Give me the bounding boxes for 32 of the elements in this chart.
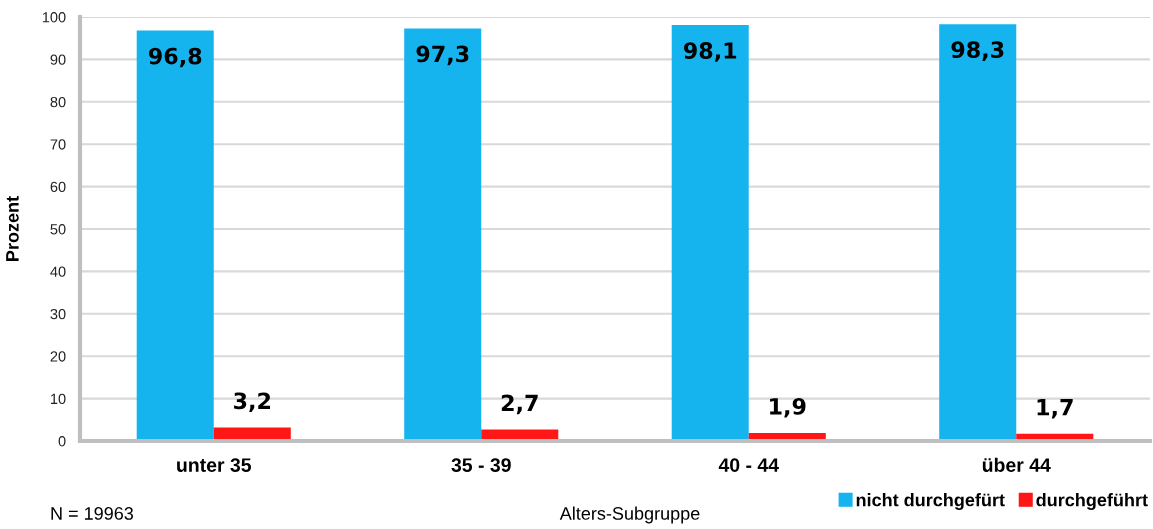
data-label: 97,3 (416, 45, 469, 66)
legend-label: durchgeführt (1036, 493, 1148, 510)
x-tick-label: 40 - 44 (718, 458, 779, 472)
y-tick-label: 80 (50, 96, 66, 108)
y-axis-title: Prozent (6, 196, 19, 261)
y-tick-label: 50 (50, 224, 66, 235)
data-label: 1,7 (1037, 399, 1073, 419)
x-tick-label: über 44 (982, 457, 1051, 472)
y-tick-label: 60 (50, 181, 66, 193)
data-label: 3,2 (234, 392, 271, 413)
bar (404, 28, 482, 441)
data-label: 98,3 (951, 41, 1004, 61)
y-tick-label: 90 (50, 54, 66, 65)
y-tick-label: 100 (42, 12, 66, 23)
bar (671, 25, 749, 441)
x-axis-title: Alters-Subgruppe (559, 506, 700, 524)
y-tick-label: 40 (50, 266, 66, 277)
data-label: 98,1 (683, 42, 737, 62)
x-tick-label: unter 35 (177, 458, 252, 472)
bar (939, 24, 1017, 441)
y-tick-label: 10 (51, 393, 66, 405)
y-tick-label: 0 (58, 436, 66, 447)
data-label: 2,7 (501, 394, 538, 415)
y-tick-label: 20 (50, 351, 66, 362)
text: N = 19963 (51, 507, 134, 520)
legend-label: nicht durchgefürt (856, 493, 1005, 510)
data-label: 1,9 (770, 397, 806, 418)
bar (136, 30, 214, 441)
y-tick-label: 30 (50, 308, 66, 320)
data-label: 96,8 (148, 47, 202, 68)
x-tick-label: 35 - 39 (451, 458, 511, 472)
y-tick-label: 70 (50, 139, 66, 150)
